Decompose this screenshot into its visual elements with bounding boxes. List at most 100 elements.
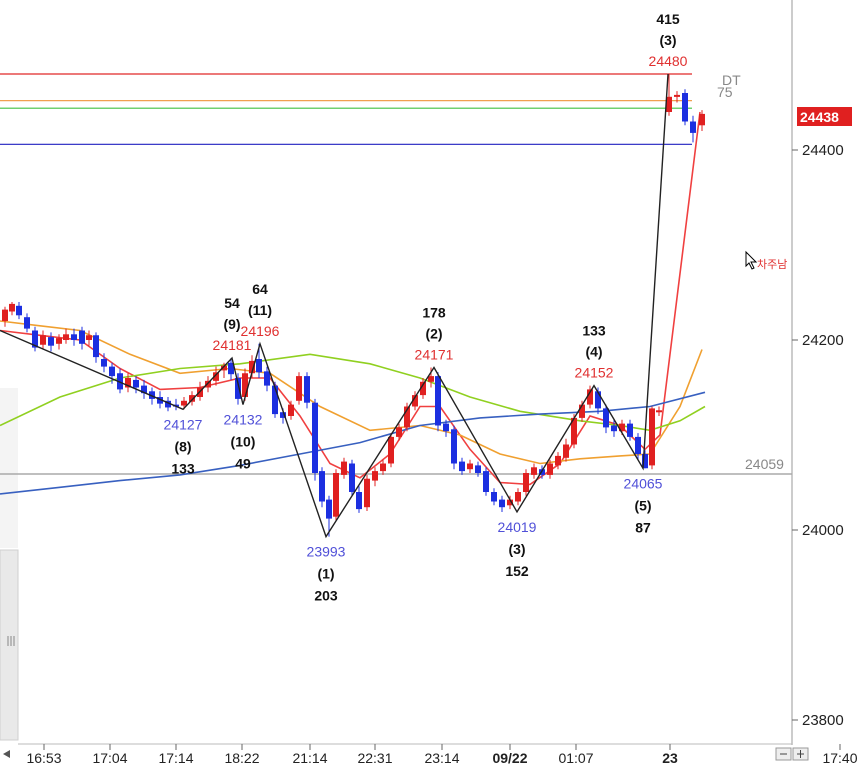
- candle-body: [483, 471, 489, 492]
- pivot-price-6: 24171: [415, 347, 454, 363]
- ma-line-long: [0, 391, 706, 495]
- pivot-price-8: 24152: [575, 365, 614, 381]
- candle-body: [649, 408, 655, 466]
- candle-15: [117, 368, 123, 394]
- candle-body: [288, 404, 294, 416]
- left-scroll-panel[interactable]: [0, 549, 19, 741]
- candle-body: [280, 412, 286, 418]
- candle-body: [312, 402, 318, 473]
- pivot-size-6: 178: [422, 305, 446, 321]
- candle-body: [404, 406, 410, 428]
- pivot-size-4: 64: [252, 281, 268, 297]
- candle-59: [459, 457, 465, 475]
- candle-body: [79, 330, 85, 344]
- candle-body: [16, 305, 22, 316]
- candle-body: [319, 471, 325, 502]
- candle-body: [326, 499, 332, 519]
- candle-52: [404, 402, 410, 432]
- left-panel-top: [0, 388, 18, 548]
- x-tick-label-9: 23: [662, 750, 678, 765]
- candle-24: [189, 391, 195, 406]
- candle-body: [531, 467, 537, 475]
- candle-46: [356, 486, 362, 513]
- zoom-out-button[interactable]: [775, 747, 792, 761]
- candle-39: [304, 372, 310, 409]
- candle-16: [125, 373, 131, 393]
- candle-12: [93, 332, 99, 363]
- candle-body: [380, 463, 386, 472]
- y-tick-label-2: 24000: [802, 522, 844, 539]
- candle-body: [396, 427, 402, 437]
- candle-75: [587, 385, 593, 409]
- pivot-size-2: 54: [224, 295, 240, 311]
- candle-81: [635, 433, 641, 460]
- candle-body: [656, 410, 662, 413]
- candle-73: [571, 414, 577, 449]
- candle-body: [24, 317, 30, 329]
- dt-value-label: 75: [717, 84, 733, 100]
- pivot-wave-3: (10): [231, 434, 256, 450]
- scroll-left-arrow[interactable]: [3, 750, 10, 758]
- candle-66: [515, 488, 521, 506]
- y-tick-label-3: 23800: [802, 712, 844, 729]
- candle-18: [141, 379, 147, 399]
- pivot-price-9: 24065: [624, 475, 663, 491]
- pivot-price-1: 24127: [164, 416, 203, 432]
- candle-body: [459, 461, 465, 472]
- pivot-price-10: 24480: [649, 53, 688, 69]
- candle-body: [86, 335, 92, 340]
- candle-21: [165, 397, 171, 412]
- candle-body: [635, 436, 641, 454]
- candle-body: [619, 423, 625, 432]
- candle-53: [412, 391, 418, 411]
- candle-30: [235, 373, 241, 405]
- left-scroll-grip[interactable]: [7, 636, 15, 646]
- candle-body: [579, 404, 585, 418]
- candle-10: [79, 326, 85, 350]
- candle-85: [666, 74, 672, 116]
- x-tick-label-2: 17:14: [158, 750, 193, 765]
- ma-line-slow: [0, 353, 706, 432]
- pivot-price-3: 24132: [224, 412, 263, 428]
- candle-5: [40, 330, 46, 350]
- candle-body: [547, 463, 553, 475]
- candle-body: [333, 473, 339, 517]
- candle-9: [71, 328, 77, 346]
- candle-71: [555, 452, 561, 470]
- candle-body: [491, 492, 497, 502]
- pivot-size-10: 415: [656, 11, 680, 27]
- pivot-wave-1: (8): [174, 438, 191, 454]
- candle-body: [63, 334, 69, 340]
- candle-80: [627, 419, 633, 441]
- candle-44: [341, 457, 347, 479]
- candle-body: [595, 391, 601, 409]
- candle-65: [507, 495, 513, 510]
- pivot-wave-7: (3): [508, 541, 525, 557]
- wave-labels: 24127 (8) 133 54 (9) 24181 24132 (10) 49 64 (11) 24…: [164, 11, 688, 604]
- pivot-price-5: 23993: [307, 544, 346, 560]
- reference-line-label: 24059: [745, 456, 784, 472]
- candle-2: [16, 302, 22, 320]
- candle-60: [467, 459, 473, 473]
- candle-67: [523, 469, 529, 496]
- cursor-tooltip: 차주남: [757, 258, 787, 271]
- candle-57: [443, 419, 449, 437]
- candle-body: [388, 436, 394, 464]
- candle-body: [372, 471, 378, 481]
- candle-body: [256, 359, 262, 373]
- candle-body: [699, 113, 705, 126]
- candle-body: [682, 93, 688, 122]
- candle-50: [388, 433, 394, 468]
- candle-body: [213, 372, 219, 381]
- candle-body: [249, 360, 255, 374]
- candle-89: [699, 110, 705, 131]
- candle-28: [221, 362, 227, 378]
- candle-body: [157, 397, 163, 404]
- candle-body: [475, 465, 481, 473]
- y-tick-label-1: 24200: [802, 332, 844, 349]
- candle-8: [63, 328, 69, 344]
- zoom-in-button[interactable]: [792, 747, 809, 761]
- candle-body: [149, 391, 155, 399]
- candle-47: [364, 474, 370, 511]
